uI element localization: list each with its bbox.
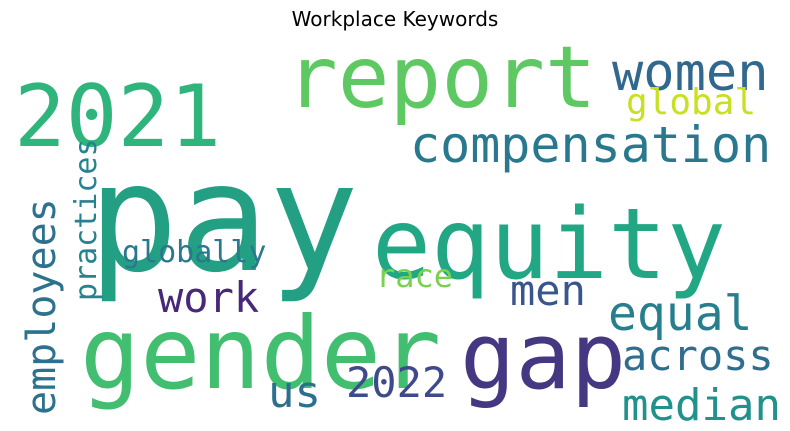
word-work: work: [158, 273, 259, 322]
word-practices: practices: [69, 138, 104, 301]
word-2021: 2021: [14, 67, 221, 167]
word-compensation: compensation: [410, 116, 771, 174]
chart-title: Workplace Keywords: [291, 7, 499, 31]
word-equal: equal: [608, 286, 753, 342]
word-gap: gap: [460, 303, 626, 410]
word-pay: pay: [88, 132, 359, 306]
word-race: race: [376, 257, 453, 295]
word-median: median: [622, 380, 781, 431]
word-global: global: [626, 82, 756, 123]
word-report: report: [286, 28, 597, 128]
word-across: across: [622, 331, 774, 380]
word-equity: equity: [372, 188, 726, 302]
word-men: men: [510, 266, 586, 315]
word-gender: gender: [80, 295, 441, 412]
word-employees: employees: [19, 198, 65, 415]
word-globally: globally: [122, 235, 267, 270]
word-2022: 2022: [346, 358, 447, 407]
word-us: us: [268, 367, 321, 418]
word-women: women: [612, 43, 769, 103]
